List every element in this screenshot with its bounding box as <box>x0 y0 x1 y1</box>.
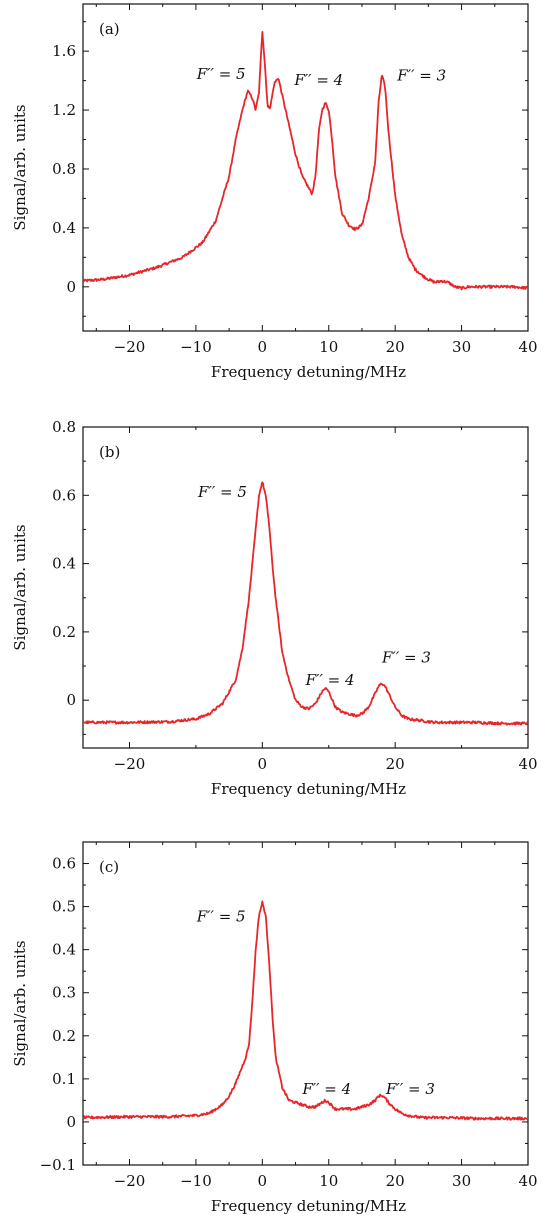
peak-annotation: F′′ = 4 <box>301 1080 351 1098</box>
series-line-1 <box>83 900 528 1121</box>
plot-frame <box>82 3 529 332</box>
y-tick-label: −0.1 <box>40 1156 76 1174</box>
y-tick-label: 0 <box>66 1113 76 1131</box>
y-tick-label: 1.6 <box>52 42 76 60</box>
x-tick-label: −20 <box>114 755 146 773</box>
chart-panel-1: −20 −10 0 10 20 30 40 0 0.4 0.8 1.2 1.6 Frequency de… <box>11 3 538 381</box>
chart-panel-3: −20 −10 0 10 20 30 40 −0.1 0 0.1 0.2 0.3 0.4 0.5 0.6 Fr… <box>11 841 538 1215</box>
x-tick-label: 40 <box>518 755 537 773</box>
peak-annotation: F′′ = 5 <box>196 908 246 926</box>
y-tick-label: 0.4 <box>52 219 76 237</box>
panel-label: (a) <box>99 20 120 38</box>
x-tick-label: 40 <box>518 338 537 356</box>
y-tick-label: 0.4 <box>52 941 76 959</box>
y-axis-label: Signal/arb. units <box>11 940 29 1066</box>
y-axis-label: Signal/arb. units <box>11 104 29 230</box>
y-tick-label: 0.5 <box>52 898 76 916</box>
peak-annotation: F′′ = 3 <box>385 1080 435 1098</box>
y-tick-label: 0.8 <box>52 160 76 178</box>
chart-panel-2: −20 0 20 40 0 0.2 0.4 0.6 0.8 Frequency detuning/… <box>11 418 538 798</box>
plot-frame <box>82 426 529 749</box>
x-tick-label: −20 <box>114 1172 146 1190</box>
x-tick-label: 20 <box>386 338 405 356</box>
peak-annotation: F′′ = 4 <box>305 671 355 689</box>
x-tick-label: 20 <box>386 1172 405 1190</box>
x-tick-label: 0 <box>258 338 268 356</box>
peak-annotation: F′′ = 3 <box>381 649 431 667</box>
plot-frame <box>82 841 529 1166</box>
x-tick-label: −10 <box>180 1172 212 1190</box>
x-tick-label: 0 <box>258 755 268 773</box>
y-tick-label: 0.1 <box>52 1070 76 1088</box>
series-line-1 <box>83 31 528 291</box>
x-axis-label: Frequency detuning/MHz <box>211 363 406 381</box>
y-axis-label: Signal/arb. units <box>11 524 29 650</box>
peak-annotation: F′′ = 3 <box>396 67 446 85</box>
y-tick-label: 0 <box>66 278 76 296</box>
y-tick-label: 0.3 <box>52 984 76 1002</box>
y-tick-label: 0.6 <box>52 486 76 504</box>
peak-annotation: F′′ = 5 <box>196 65 246 83</box>
x-axis-label: Frequency detuning/MHz <box>211 1197 406 1215</box>
y-tick-label: 0 <box>66 691 76 709</box>
x-tick-label: 10 <box>319 338 338 356</box>
x-axis-label: Frequency detuning/MHz <box>211 780 406 798</box>
x-tick-label: 40 <box>518 1172 537 1190</box>
peak-annotation: F′′ = 4 <box>293 71 343 89</box>
x-tick-label: 20 <box>386 755 405 773</box>
x-tick-label: −20 <box>114 338 146 356</box>
series-line-1 <box>83 481 528 726</box>
panel-label: (c) <box>99 858 119 876</box>
y-tick-label: 0.4 <box>52 555 76 573</box>
y-tick-label: 1.2 <box>52 101 76 119</box>
peak-annotation: F′′ = 5 <box>197 483 247 501</box>
y-tick-label: 0.2 <box>52 623 76 641</box>
y-tick-label: 0.8 <box>52 418 76 436</box>
x-tick-label: 30 <box>452 1172 471 1190</box>
x-tick-label: 0 <box>258 1172 268 1190</box>
panel-label: (b) <box>99 443 120 461</box>
x-tick-label: 30 <box>452 338 471 356</box>
x-tick-label: −10 <box>180 338 212 356</box>
x-tick-label: 10 <box>319 1172 338 1190</box>
y-tick-label: 0.6 <box>52 855 76 873</box>
y-tick-label: 0.2 <box>52 1027 76 1045</box>
